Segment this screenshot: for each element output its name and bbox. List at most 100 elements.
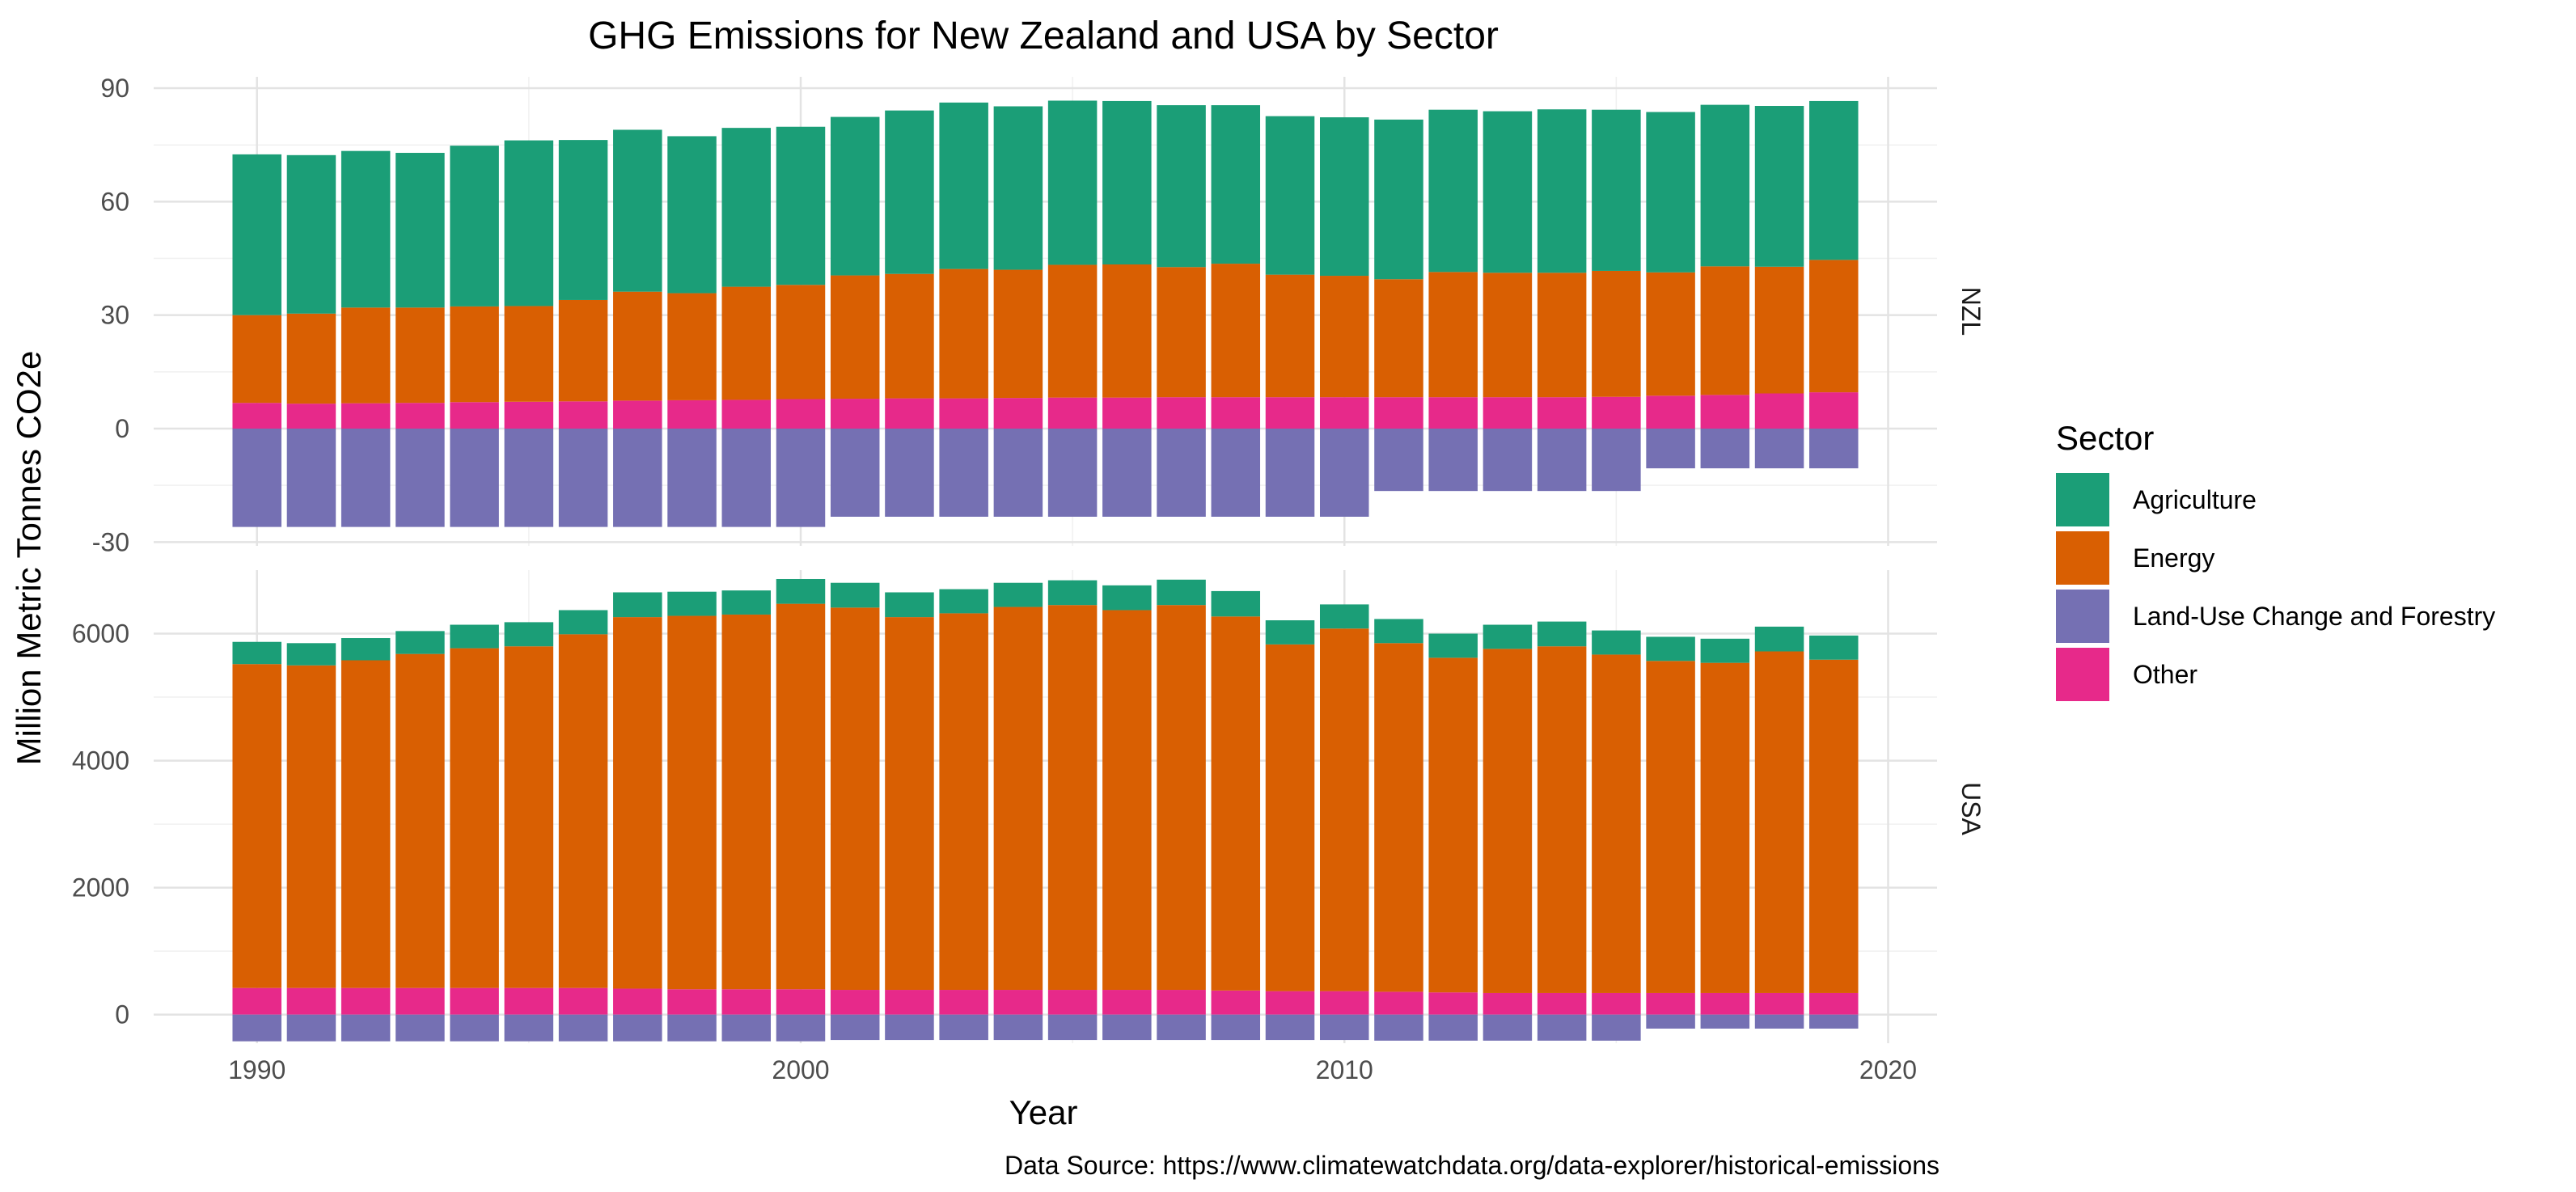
legend-swatch-agriculture [2056,473,2109,526]
bar-nzl-agriculture-1991 [286,154,336,314]
bar-usa-energy-2019 [1809,659,1859,993]
bar-nzl-energy-2005 [1047,264,1098,398]
bar-usa-agriculture-2009 [1265,620,1315,645]
bar-nzl-other-2016 [1646,395,1695,429]
bar-nzl-energy-2011 [1374,279,1423,398]
chart-title: GHG Emissions for New Zealand and USA by… [588,15,1499,57]
bar-nzl-energy-1996 [558,299,608,402]
bar-usa-agriculture-1990 [232,641,281,665]
bar-nzl-land-use-change-and-forestry-2011 [1374,429,1423,492]
bar-nzl-energy-1992 [341,307,391,404]
bar-usa-other-1995 [504,987,554,1015]
bar-nzl-land-use-change-and-forestry-2007 [1157,429,1206,517]
bar-nzl-other-2009 [1265,397,1315,429]
bar-nzl-agriculture-2003 [939,102,988,269]
bar-usa-agriculture-2012 [1428,633,1478,658]
x-tick-label: 2020 [1859,1055,1917,1084]
bar-nzl-energy-1990 [232,315,281,404]
x-axis: 1990 2000 2010 2020 [228,1055,1917,1084]
bar-nzl-energy-1991 [286,313,336,404]
bar-nzl-energy-2007 [1157,267,1206,398]
bar-usa-other-2008 [1211,990,1261,1015]
bar-nzl-land-use-change-and-forestry-1992 [341,429,391,527]
bar-nzl-land-use-change-and-forestry-2014 [1537,429,1587,492]
bar-usa-land-use-change-and-forestry-1998 [667,1014,717,1042]
bar-nzl-other-1993 [395,403,445,429]
bar-usa-land-use-change-and-forestry-1997 [613,1014,662,1042]
bar-nzl-other-2006 [1102,397,1152,429]
bar-nzl-land-use-change-and-forestry-2001 [830,429,880,517]
bar-usa-land-use-change-and-forestry-2003 [939,1014,988,1041]
bar-nzl-other-1999 [721,399,772,429]
y-axis-title: Million Metric Tonnes CO2e [10,351,48,766]
bar-usa-agriculture-1997 [613,592,662,618]
bar-usa-agriculture-2000 [776,578,826,604]
bar-nzl-land-use-change-and-forestry-1998 [667,429,717,527]
bar-nzl-agriculture-2008 [1211,105,1261,264]
bar-usa-energy-2006 [1102,610,1152,991]
bar-nzl-land-use-change-and-forestry-2018 [1754,429,1804,469]
bar-usa-land-use-change-and-forestry-2016 [1646,1014,1695,1029]
bar-usa-other-1998 [667,989,717,1015]
bar-nzl-other-2011 [1374,397,1423,429]
bar-usa-energy-1992 [341,660,391,988]
bar-usa-agriculture-2016 [1646,636,1695,662]
bar-nzl-agriculture-2015 [1592,109,1641,271]
bar-usa-energy-2016 [1646,661,1695,993]
bar-nzl-other-2002 [885,398,934,429]
strip-label-usa: USA [1956,782,1986,835]
bar-nzl-agriculture-2019 [1809,100,1859,260]
bar-usa-land-use-change-and-forestry-2010 [1319,1014,1369,1041]
bar-usa-agriculture-2015 [1592,630,1641,655]
bar-usa-agriculture-2011 [1374,619,1423,644]
bar-nzl-land-use-change-and-forestry-1993 [395,429,445,527]
bar-usa-energy-2007 [1157,605,1206,991]
x-axis-title: Year [1009,1093,1078,1131]
bar-nzl-energy-2000 [776,285,826,399]
bar-usa-energy-2001 [830,607,880,991]
bar-usa-energy-2013 [1483,649,1533,993]
bar-nzl-energy-2018 [1754,266,1804,394]
bar-usa-energy-2002 [885,617,934,991]
bar-nzl-other-2013 [1483,397,1533,429]
bar-usa-other-2004 [993,990,1043,1015]
bar-usa-agriculture-2004 [993,582,1043,607]
bar-usa-agriculture-1995 [504,622,554,647]
y-tick-label: 90 [100,74,129,103]
bar-nzl-other-2007 [1157,397,1206,429]
bar-usa-land-use-change-and-forestry-2015 [1592,1014,1641,1041]
bar-usa-land-use-change-and-forestry-2013 [1483,1014,1533,1041]
bar-nzl-agriculture-2000 [776,126,826,285]
bar-usa-other-2003 [939,990,988,1015]
bar-nzl-land-use-change-and-forestry-2012 [1428,429,1478,492]
bar-usa-land-use-change-and-forestry-2007 [1157,1014,1206,1041]
bar-nzl-land-use-change-and-forestry-2008 [1211,429,1261,517]
bar-nzl-agriculture-1990 [232,154,281,315]
bar-usa-agriculture-2008 [1211,590,1261,617]
bar-nzl-agriculture-1998 [667,136,717,294]
bar-usa-agriculture-2006 [1102,585,1152,611]
y-tick-label: 6000 [72,619,129,649]
bar-nzl-other-1992 [341,403,391,429]
y-tick-label: 2000 [72,873,129,902]
bar-nzl-energy-2019 [1809,260,1859,393]
bar-usa-energy-2011 [1374,643,1423,992]
bar-nzl-energy-1994 [450,306,499,403]
bar-usa-other-2000 [776,989,826,1015]
bar-usa-agriculture-1999 [721,590,772,615]
bar-usa-energy-2003 [939,613,988,991]
bar-usa-energy-1993 [395,653,445,988]
bar-usa-land-use-change-and-forestry-1994 [450,1014,499,1042]
bar-nzl-energy-2006 [1102,264,1152,398]
bar-usa-agriculture-1991 [286,643,336,666]
bar-nzl-land-use-change-and-forestry-2006 [1102,429,1152,517]
bar-usa-energy-2018 [1754,651,1804,993]
bar-usa-energy-2005 [1047,605,1098,991]
bar-usa-energy-2009 [1265,644,1315,991]
bar-usa-agriculture-2007 [1157,579,1206,606]
bar-nzl-land-use-change-and-forestry-2019 [1809,429,1859,469]
legend-label-land-use-change-and-forestry: Land-Use Change and Forestry [2133,602,2495,631]
bar-nzl-other-1998 [667,399,717,429]
bar-usa-energy-1994 [450,648,499,988]
bar-nzl-land-use-change-and-forestry-1997 [613,429,662,527]
